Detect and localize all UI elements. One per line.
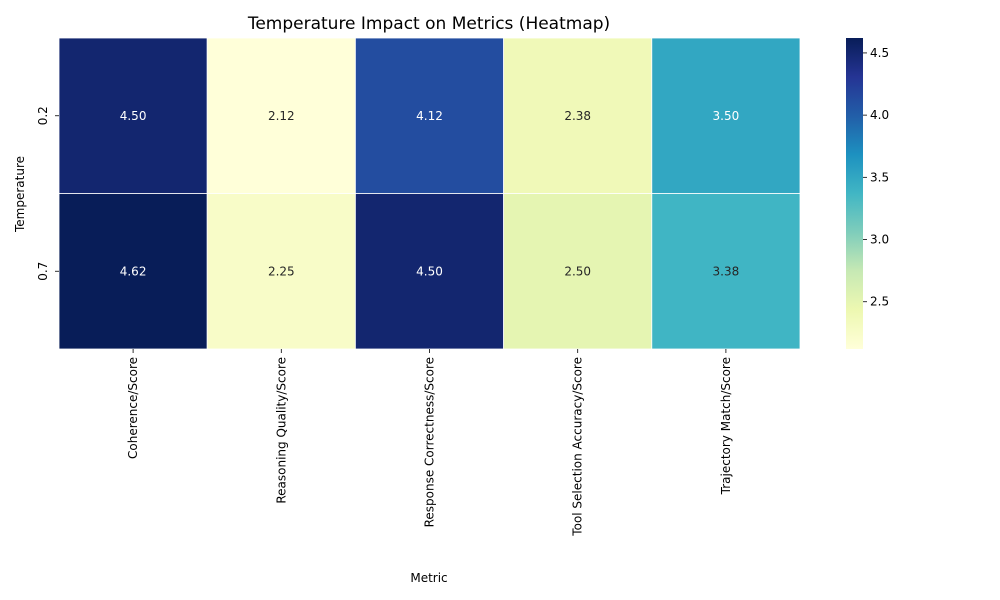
colorbar-ticks: 2.5 3.0 3.5 4.0 4.5	[863, 46, 889, 309]
x-axis-ticks: Coherence/Score Reasoning Quality/Score Re…	[126, 349, 733, 537]
heatmap-cell	[354, 193, 504, 350]
y-axis-label: Temperature	[13, 156, 27, 233]
colorbar-tick-label: 3.0	[870, 233, 889, 247]
cell-value-label: 3.38	[713, 264, 740, 278]
x-tick-label: Reasoning Quality/Score	[274, 357, 288, 504]
heatmap-cell	[58, 37, 208, 194]
colorbar-tick-label: 2.5	[870, 295, 889, 309]
x-tick-label: Tool Selection Accuracy/Score	[571, 357, 585, 537]
cell-value-label: 2.12	[268, 109, 295, 123]
heatmap-cell	[651, 193, 801, 350]
cell-value-label: 4.12	[416, 109, 443, 123]
cell-value-labels: 4.50 2.12 4.12 2.38 3.50 4.62 2.25 4.50 2.50 3.38	[120, 109, 740, 279]
heatmap-cell	[503, 37, 653, 194]
colorbar-tick-label: 4.0	[870, 108, 889, 122]
colorbar	[846, 38, 863, 349]
colorbar-tick-label: 3.5	[870, 170, 889, 184]
y-tick-label: 0.2	[36, 106, 50, 125]
cell-value-label: 2.50	[564, 264, 591, 278]
x-tick-label: Trajectory Match/Score	[719, 357, 733, 495]
cell-value-label: 4.62	[120, 264, 147, 278]
cell-value-label: 4.50	[416, 264, 443, 278]
heatmap-cells	[58, 37, 801, 350]
colorbar-tick-label: 4.5	[870, 46, 889, 60]
x-tick-label: Coherence/Score	[126, 357, 140, 459]
heatmap-cell	[58, 193, 208, 350]
y-axis-ticks: 0.2 0.7	[36, 106, 59, 281]
cell-value-label: 3.50	[713, 109, 740, 123]
y-tick-label: 0.7	[36, 262, 50, 281]
heatmap-cell	[651, 37, 801, 194]
cell-value-label: 2.25	[268, 264, 295, 278]
heatmap-cell	[354, 37, 504, 194]
chart-title: Temperature Impact on Metrics (Heatmap)	[247, 14, 610, 34]
cell-value-label: 4.50	[120, 109, 147, 123]
x-axis-label: Metric	[410, 571, 447, 585]
heatmap-cell	[206, 37, 356, 194]
x-tick-label: Response Correctness/Score	[423, 357, 437, 527]
cell-value-label: 2.38	[564, 109, 591, 123]
heatmap-cell	[206, 193, 356, 350]
